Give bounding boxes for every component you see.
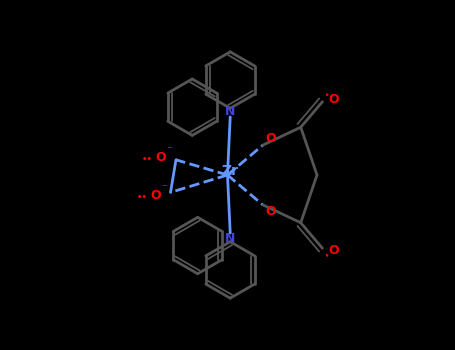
Text: ••: •• <box>142 155 153 164</box>
Text: O: O <box>150 189 161 202</box>
Text: Zr: Zr <box>222 164 239 178</box>
Text: ••: •• <box>137 193 148 202</box>
Text: N: N <box>225 105 235 118</box>
Text: O: O <box>328 92 339 106</box>
Text: O: O <box>266 205 276 218</box>
Text: O: O <box>328 244 339 258</box>
Text: O: O <box>156 150 166 163</box>
Text: N: N <box>225 232 235 245</box>
Text: O: O <box>266 132 276 145</box>
Text: ⁻: ⁻ <box>167 145 172 155</box>
Text: ⁻: ⁻ <box>161 183 167 193</box>
